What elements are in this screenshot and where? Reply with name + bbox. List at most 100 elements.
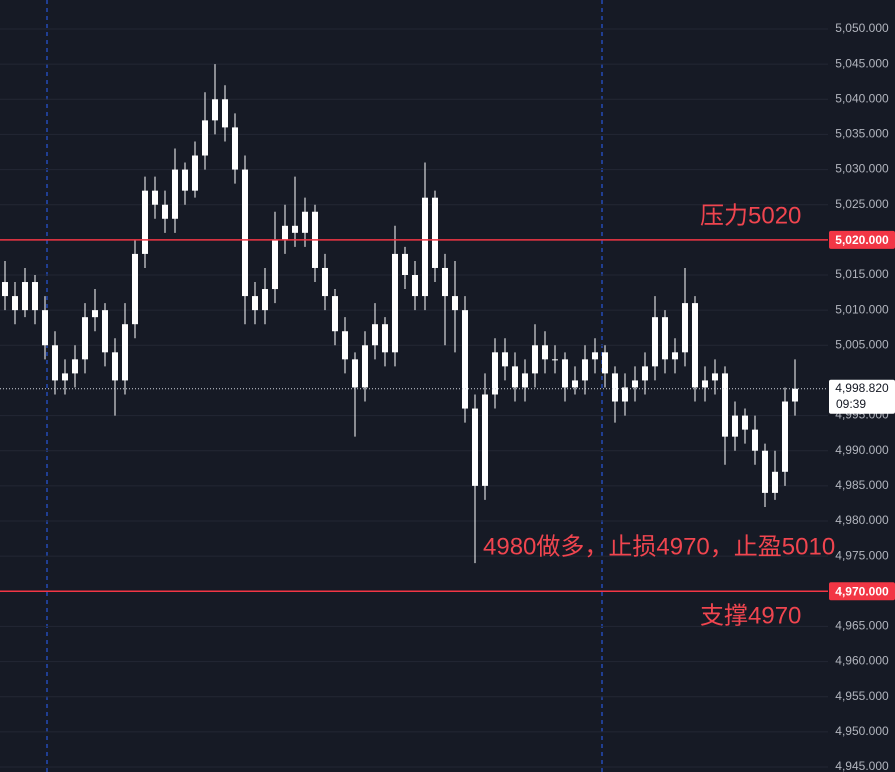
y-tick-label: 5,025.000: [835, 197, 889, 211]
candle-body: [82, 317, 88, 360]
candle-body: [192, 155, 198, 191]
candle-body: [542, 345, 548, 360]
candle-body: [652, 317, 658, 367]
y-tick-label: 5,035.000: [835, 127, 889, 141]
candle-body: [122, 324, 128, 381]
candle-body: [552, 359, 558, 361]
candle-body: [452, 296, 458, 311]
candle-body: [732, 415, 738, 437]
candle-body: [72, 359, 78, 374]
candle-body: [292, 225, 298, 233]
candle-body: [412, 275, 418, 297]
y-tick-label: 4,965.000: [835, 619, 889, 633]
y-tick-label: 5,040.000: [835, 91, 889, 105]
y-tick-label: 5,050.000: [835, 21, 889, 35]
candle-body: [582, 359, 588, 381]
trade-annotation: 4980做多，止损4970，止盈5010: [483, 533, 835, 560]
candle-body: [722, 373, 728, 437]
y-tick-label: 5,045.000: [835, 56, 889, 70]
candle-body: [442, 267, 448, 297]
last-price-label: 4,998.820: [835, 381, 889, 395]
candle-body: [112, 352, 118, 381]
candle-body: [782, 401, 788, 472]
y-tick-label: 4,945.000: [835, 759, 889, 772]
candle-body: [762, 450, 768, 493]
candle-body: [42, 310, 48, 346]
candle-body: [422, 197, 428, 297]
last-price-box: [829, 379, 895, 414]
candle-body: [602, 352, 608, 374]
candle-body: [372, 324, 378, 346]
candle-body: [92, 310, 98, 318]
candle-body: [222, 99, 228, 128]
candle-body: [322, 267, 328, 297]
candle-body: [242, 169, 248, 297]
candle-body: [392, 253, 398, 353]
candle-body: [12, 296, 18, 311]
candle-body: [522, 373, 528, 388]
candles: [2, 64, 798, 564]
candle-body: [352, 359, 358, 388]
candle-body: [182, 169, 188, 191]
candle-body: [102, 310, 108, 353]
level-label: 5,020.000: [835, 233, 889, 247]
candle-body: [752, 429, 758, 451]
candle-body: [772, 471, 778, 493]
y-tick-label: 5,030.000: [835, 162, 889, 176]
level-label: 4,970.000: [835, 584, 889, 598]
candle-body: [742, 415, 748, 430]
overlay: 5,050.000 5,045.000 5,040.000 5,035.000 5,03…: [0, 21, 895, 772]
candle-body: [632, 380, 638, 388]
candle-body: [282, 225, 288, 240]
candle-body: [212, 99, 218, 121]
candle-body: [132, 253, 138, 325]
countdown-label: 09:39: [836, 397, 866, 411]
candle-body: [52, 345, 58, 381]
y-tick-label: 4,950.000: [835, 724, 889, 738]
support-annotation: 支撑4970: [700, 602, 801, 629]
y-tick-label: 4,955.000: [835, 689, 889, 703]
candle-body: [342, 331, 348, 360]
candle-body: [262, 289, 268, 311]
candle-body: [62, 373, 68, 381]
candle-body: [482, 394, 488, 486]
resistance-annotation: 压力5020: [700, 202, 801, 229]
candle-body: [162, 204, 168, 219]
candle-body: [642, 366, 648, 381]
candle-body: [592, 352, 598, 360]
candle-body: [712, 373, 718, 381]
candle-body: [232, 127, 238, 170]
candle-body: [142, 190, 148, 254]
y-tick-label: 4,960.000: [835, 654, 889, 668]
y-tick-label: 4,980.000: [835, 513, 889, 527]
candle-body: [702, 380, 708, 388]
candle-body: [572, 380, 578, 388]
level-label-box: [829, 230, 895, 249]
candle-body: [692, 303, 698, 388]
candle-body: [622, 387, 628, 402]
candle-body: [202, 120, 208, 156]
candle-body: [382, 324, 388, 353]
candle-body: [532, 345, 538, 374]
y-tick-label: 4,985.000: [835, 478, 889, 492]
candle-body: [2, 282, 8, 297]
candle-body: [612, 373, 618, 402]
candle-body: [662, 317, 668, 360]
candle-body: [172, 169, 178, 219]
candle-body: [492, 352, 498, 395]
candle-body: [332, 296, 338, 332]
candle-body: [472, 408, 478, 486]
candle-body: [252, 296, 258, 311]
candle-body: [792, 388, 798, 402]
candle-body: [462, 310, 468, 409]
candle-body: [502, 352, 508, 367]
y-tick-label: 4,975.000: [835, 548, 889, 562]
candle-body: [302, 211, 308, 233]
candle-body: [682, 303, 688, 353]
candle-body: [512, 366, 518, 388]
candle-body: [562, 359, 568, 388]
y-tick-label: 5,015.000: [835, 267, 889, 281]
y-tick-label: 5,010.000: [835, 302, 889, 316]
